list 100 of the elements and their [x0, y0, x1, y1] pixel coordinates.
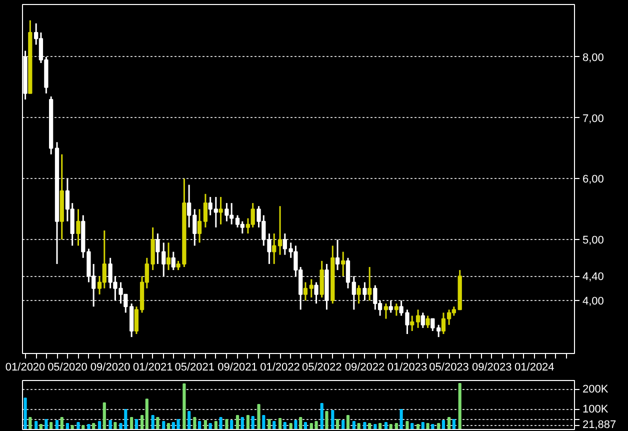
y-tick-label: 4,40 [582, 271, 604, 284]
bar [246, 415, 250, 430]
bar [304, 422, 308, 430]
bar [166, 423, 170, 430]
bar [240, 417, 244, 430]
x-tick-label: 05/2021 [174, 362, 215, 374]
x-tick-label: 05/2023 [429, 362, 469, 374]
candlestick [430, 318, 435, 332]
bar [225, 419, 228, 430]
y-tick-label: 5,00 [582, 234, 604, 247]
candlestick [278, 205, 282, 256]
bar [214, 421, 218, 430]
bar [336, 419, 340, 430]
bar [352, 421, 356, 430]
candlestick [282, 232, 287, 256]
bar [24, 398, 27, 430]
candlestick [368, 266, 372, 302]
x-tick-label: 01/2023 [387, 362, 428, 374]
candlestick [309, 278, 314, 298]
bar [251, 416, 254, 430]
bar [257, 404, 260, 430]
bar [400, 409, 403, 430]
bar [87, 424, 90, 430]
y-tick-label: 21,887 [582, 419, 616, 431]
bar [389, 424, 392, 430]
bar [452, 419, 456, 430]
bar [431, 424, 434, 430]
bar [156, 417, 160, 430]
y-tick-label: 7,00 [582, 112, 604, 125]
bar [442, 420, 446, 430]
candlestick [335, 238, 340, 271]
bar [357, 423, 360, 430]
candlestick [394, 302, 398, 316]
candlestick [410, 314, 414, 332]
x-tick-label: 09/2022 [344, 362, 385, 374]
bar [320, 403, 324, 430]
bar [378, 423, 382, 430]
candlestick [346, 257, 350, 290]
bar [92, 423, 96, 430]
candlestick [197, 208, 202, 244]
x-tick-label: 09/2023 [472, 362, 512, 374]
candlestick [426, 314, 430, 329]
bar [98, 421, 102, 430]
x-tick-label: 01/2021 [132, 362, 173, 374]
bar [193, 417, 196, 430]
bar [363, 422, 366, 430]
bar [140, 415, 144, 430]
bar [262, 415, 266, 430]
bar [50, 422, 53, 430]
bar [331, 410, 334, 430]
bar [394, 423, 398, 430]
y-tick-label: 6,00 [582, 174, 604, 186]
bar [283, 422, 286, 430]
bar [28, 417, 32, 430]
bar [278, 418, 282, 430]
candlestick [416, 308, 420, 329]
x-tick-label: 01/2022 [260, 362, 300, 374]
y-tick-label: 100K [582, 404, 609, 416]
candlestick [176, 260, 180, 271]
bar [188, 411, 191, 430]
bar [34, 421, 38, 430]
bar [102, 402, 106, 430]
candlestick [436, 324, 441, 338]
bar [325, 411, 328, 430]
bar [230, 420, 234, 430]
bar [76, 422, 80, 430]
bar [421, 422, 424, 430]
candlestick [356, 284, 361, 304]
candlestick [272, 232, 276, 265]
bar [198, 421, 202, 430]
bar [406, 421, 409, 430]
bar [374, 424, 377, 430]
bar [416, 424, 420, 430]
x-tick-label: 09/2020 [90, 362, 130, 374]
candlestick [76, 208, 80, 246]
bar [410, 423, 414, 430]
bar [70, 425, 74, 430]
bar [182, 383, 186, 430]
bar [60, 417, 64, 430]
candlestick [303, 281, 308, 302]
bar [134, 419, 138, 430]
bar [426, 423, 430, 430]
bar [289, 423, 292, 430]
bar [458, 383, 462, 430]
bar [448, 417, 451, 430]
bar [145, 398, 148, 430]
bar [437, 423, 440, 430]
bar [219, 417, 222, 430]
bar [66, 423, 69, 430]
bar [384, 422, 388, 430]
bar [44, 419, 48, 430]
bar [204, 420, 207, 430]
candlestick [384, 302, 388, 320]
bar [162, 421, 166, 430]
bar [346, 415, 350, 430]
bar [368, 423, 372, 430]
bar [294, 420, 298, 430]
bar [55, 420, 59, 430]
candlestick [341, 251, 346, 277]
y-tick-label: 200K [582, 384, 609, 396]
